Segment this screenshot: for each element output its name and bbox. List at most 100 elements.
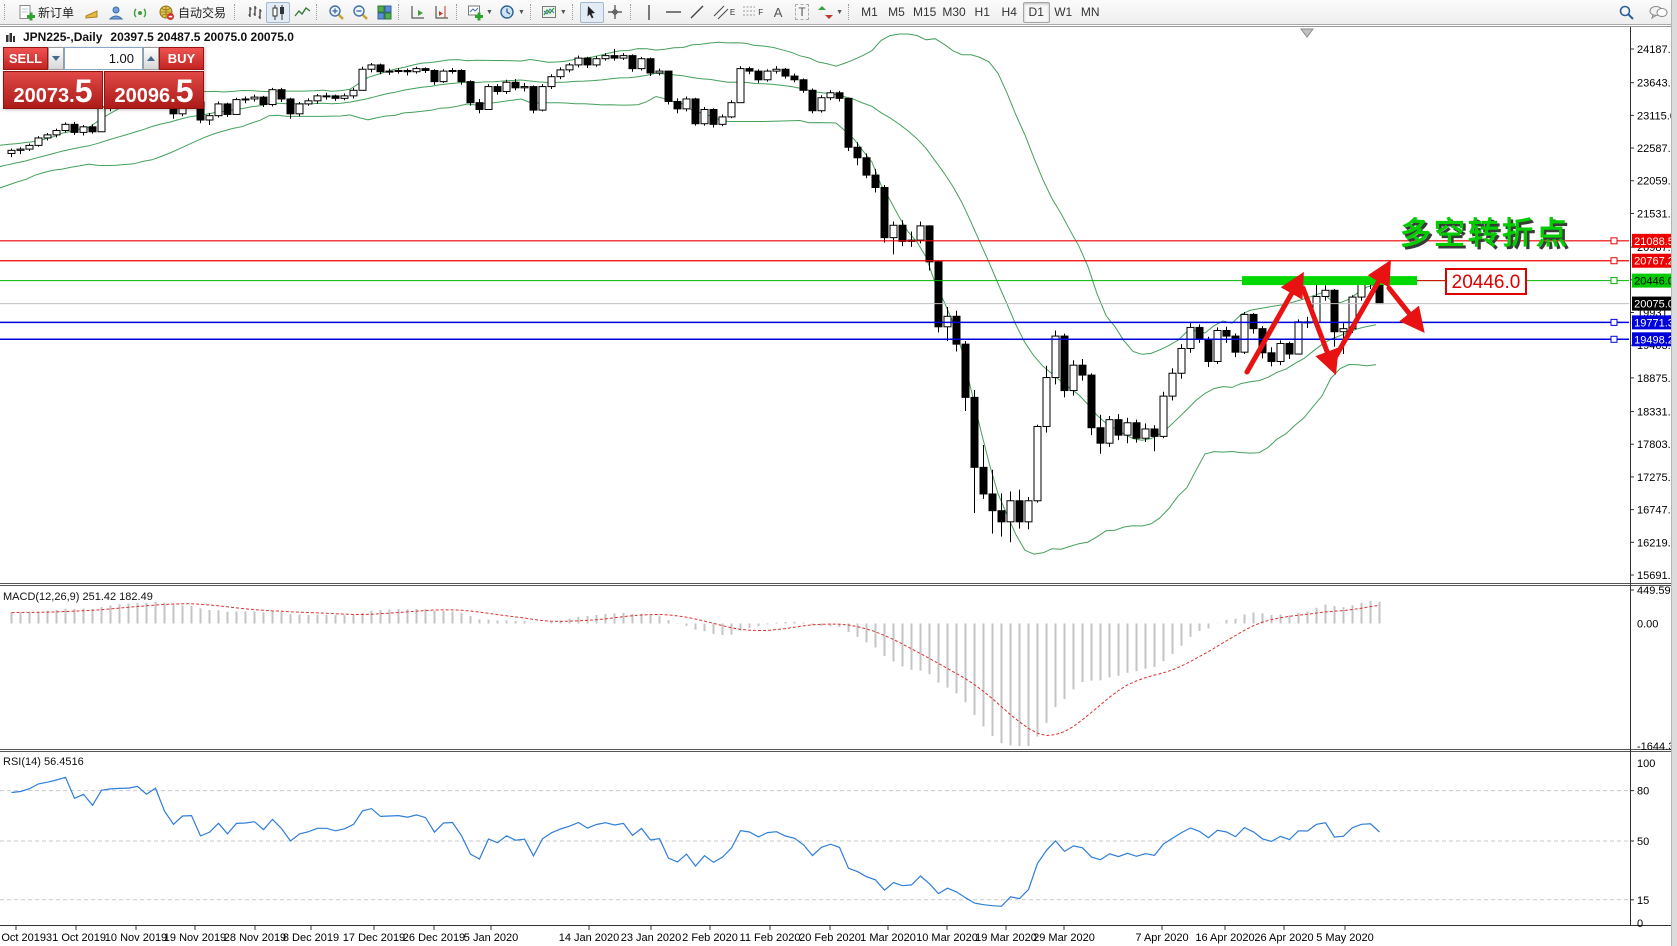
one-click-trading-panel: SELL 1.00 BUY 20073. 5 20096. 5	[3, 47, 204, 109]
market-watch-button[interactable]	[80, 2, 104, 23]
buy-price-box[interactable]: 20096. 5	[104, 71, 204, 109]
panel-frames	[0, 26, 1671, 926]
price-line-badge: 20767.2	[1632, 253, 1671, 268]
zoom-in-icon	[328, 4, 344, 20]
toolbar-grip[interactable]	[456, 4, 461, 20]
sell-button[interactable]: SELL	[3, 47, 48, 70]
toolbar-grip[interactable]	[234, 4, 239, 20]
chart-shift-icon	[435, 5, 448, 18]
trendline-tool-button[interactable]	[686, 2, 710, 23]
horizontal-line-tool-button[interactable]	[662, 2, 686, 23]
profiles-button[interactable]: ▼	[496, 2, 528, 23]
autotrading-icon	[159, 5, 175, 20]
timeframe-m30-button[interactable]: M30	[939, 2, 968, 23]
fibonacci-icon	[743, 6, 756, 15]
toolbar-grip[interactable]	[848, 4, 853, 20]
crosshair-tool-button[interactable]	[604, 2, 628, 23]
timeframe-m5-button[interactable]: M5	[883, 2, 910, 23]
timeframe-m15-button[interactable]: M15	[910, 2, 939, 23]
text-tool-glyph: A	[773, 4, 783, 20]
buy-button[interactable]: BUY	[159, 47, 204, 70]
svg-text:26 Dec 2019: 26 Dec 2019	[403, 932, 465, 944]
svg-text:29 Mar 2020: 29 Mar 2020	[1033, 932, 1095, 944]
chart-canvas[interactable]: 24187.0 23643.0 23115.0 22587.0 22059.0 21531…	[0, 26, 1671, 946]
toolbar-grip[interactable]	[571, 4, 577, 20]
svg-text:22587.0: 22587.0	[1637, 143, 1671, 155]
price-line-badge: 20446.0	[1632, 273, 1671, 288]
auto-scroll-icon	[411, 5, 424, 18]
svg-text:2 Feb 2020: 2 Feb 2020	[682, 932, 738, 944]
timeframe-m1-button[interactable]: M1	[856, 2, 883, 23]
svg-text:15: 15	[1637, 895, 1649, 907]
annotation-zigzag-arrows[interactable]	[1244, 259, 1425, 376]
chat-bubbles-icon	[1649, 6, 1668, 20]
text-label-tool-button[interactable]: T	[790, 2, 814, 23]
horizontal-line[interactable]	[0, 237, 1629, 245]
line-chart-button[interactable]	[290, 2, 314, 23]
autotrading-button[interactable]: 自动交易	[152, 2, 232, 23]
zoom-out-button[interactable]	[348, 2, 372, 23]
vertical-line-tool-button[interactable]	[638, 2, 662, 23]
annotation-price-tag[interactable]: 20446.0	[1417, 268, 1527, 295]
arrows-tool-button[interactable]: ▼	[814, 2, 846, 23]
svg-text:0.00: 0.00	[1637, 619, 1658, 631]
chart-shift-marker[interactable]	[1300, 28, 1314, 38]
horizontal-line[interactable]	[0, 318, 1629, 326]
timeframe-h4-button[interactable]: H4	[996, 2, 1023, 23]
svg-text:20075.0: 20075.0	[1634, 299, 1671, 311]
svg-text:21531.0: 21531.0	[1637, 208, 1671, 220]
bar-chart-button[interactable]	[242, 2, 266, 23]
toolbar-grip[interactable]	[4, 4, 9, 20]
chart-shift-button[interactable]	[430, 2, 454, 23]
svg-text:21088.5: 21088.5	[1634, 236, 1671, 248]
line-anchor-handle	[1610, 257, 1618, 265]
svg-text:19771.3: 19771.3	[1634, 317, 1671, 329]
search-button[interactable]	[1614, 2, 1638, 23]
new-chart-button[interactable]: ▼	[464, 2, 496, 23]
zoom-in-button[interactable]	[324, 2, 348, 23]
cursor-icon	[587, 5, 596, 18]
horizontal-line[interactable]	[0, 335, 1629, 343]
sell-price-box[interactable]: 20073. 5	[3, 71, 103, 109]
timeframe-d1-button[interactable]: D1	[1022, 1, 1050, 23]
signals-button[interactable]	[128, 2, 152, 23]
timeframe-h1-button[interactable]: H1	[969, 2, 996, 23]
horizontal-line[interactable]	[0, 257, 1629, 265]
toolbar-grip[interactable]	[629, 4, 635, 20]
candlestick-chart-button[interactable]	[266, 1, 291, 23]
volume-field[interactable]: 1.00	[64, 47, 143, 70]
timeframe-w1-button[interactable]: W1	[1050, 2, 1077, 23]
svg-text:5 May 2020: 5 May 2020	[1316, 932, 1373, 944]
auto-scroll-button[interactable]	[406, 2, 430, 23]
svg-text:17 Dec 2019: 17 Dec 2019	[343, 932, 405, 944]
tile-windows-button[interactable]	[372, 2, 396, 23]
indicators-button[interactable]: ▼	[538, 2, 570, 23]
toolbar-grip[interactable]	[529, 4, 535, 20]
volume-increase-button[interactable]	[143, 47, 159, 70]
macd-panel[interactable]: 449.59 0.00 -1644.35	[10, 585, 1672, 753]
price-axis[interactable]: 24187.0 23643.0 23115.0 22587.0 22059.0 21531…	[1630, 44, 1671, 582]
rsi-panel[interactable]: 100 0 80 50 15	[0, 758, 1655, 930]
toolbar-grip[interactable]	[398, 4, 403, 20]
comments-button[interactable]	[1646, 2, 1671, 23]
accounts-button[interactable]	[104, 2, 128, 23]
new-order-button[interactable]: 新订单	[12, 2, 80, 23]
bollinger-bands	[0, 33, 1377, 555]
svg-text:18331.0: 18331.0	[1637, 407, 1671, 419]
timeframe-mn-button[interactable]: MN	[1077, 2, 1104, 23]
toolbar: 新订单 自动交易	[0, 0, 1677, 25]
candlestick-icon	[272, 4, 284, 20]
fibonacci-tool-button[interactable]: F	[738, 2, 766, 23]
svg-text:50: 50	[1637, 836, 1649, 848]
text-tool-button[interactable]: A	[766, 2, 790, 23]
svg-text:10 Mar 2020: 10 Mar 2020	[916, 932, 978, 944]
arrows-icon	[818, 5, 834, 19]
toolbar-grip[interactable]	[316, 4, 321, 20]
window-right-strip[interactable]	[1671, 0, 1677, 946]
cursor-tool-button[interactable]	[579, 1, 604, 23]
channel-tool-button[interactable]: E	[710, 2, 738, 23]
volume-decrease-button[interactable]	[48, 47, 64, 70]
annotation-resistance-band[interactable]	[1242, 276, 1417, 286]
